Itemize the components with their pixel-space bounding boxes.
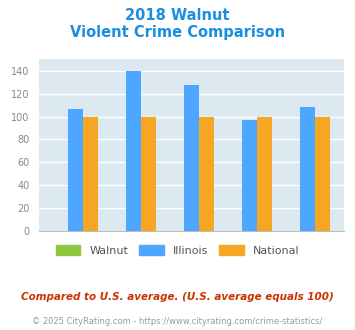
Bar <box>242 120 257 231</box>
Text: Compared to U.S. average. (U.S. average equals 100): Compared to U.S. average. (U.S. average … <box>21 292 334 302</box>
Bar <box>141 116 156 231</box>
Bar <box>300 108 315 231</box>
Bar <box>68 109 83 231</box>
Text: Violent Crime Comparison: Violent Crime Comparison <box>70 25 285 40</box>
Bar <box>315 116 331 231</box>
Text: © 2025 CityRating.com - https://www.cityrating.com/crime-statistics/: © 2025 CityRating.com - https://www.city… <box>32 317 323 326</box>
Bar <box>257 116 272 231</box>
Bar <box>184 84 199 231</box>
Legend: Walnut, Illinois, National: Walnut, Illinois, National <box>51 240 304 260</box>
Bar <box>83 116 98 231</box>
Bar <box>126 71 141 231</box>
Bar <box>199 116 214 231</box>
Text: 2018 Walnut: 2018 Walnut <box>125 8 230 23</box>
